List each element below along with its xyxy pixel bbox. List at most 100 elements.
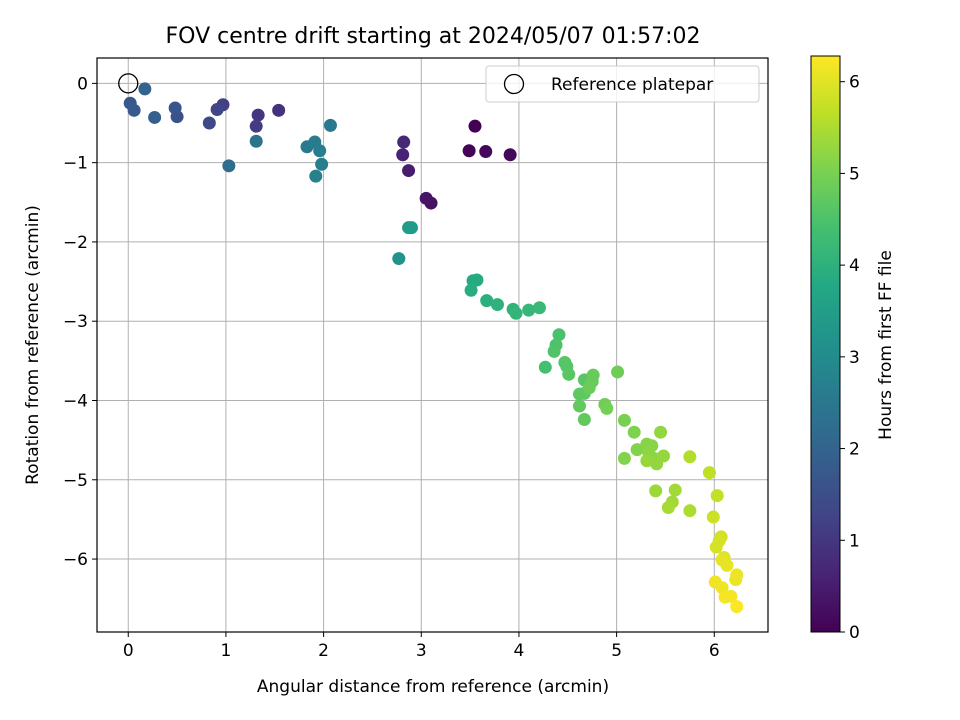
- colorbar-tick-label: 3: [849, 348, 860, 368]
- legend-marker-reference: [503, 73, 525, 95]
- data-point: [702, 466, 716, 480]
- y-tick-label: −4: [63, 391, 88, 411]
- data-point: [640, 454, 654, 468]
- data-point: [532, 301, 546, 315]
- legend: Reference platepar: [485, 65, 760, 103]
- grid-lines: [97, 58, 768, 632]
- data-point: [706, 510, 720, 524]
- data-point: [222, 159, 236, 173]
- y-axis-ticks: 0 −1 −2 −3 −4 −5 −6: [63, 74, 97, 570]
- colorbar-tick-label: 4: [849, 256, 860, 276]
- data-point: [392, 252, 406, 266]
- colorbar-label: Hours from first FF file: [876, 250, 896, 440]
- data-point: [397, 135, 411, 149]
- colorbar-tick-label: 0: [849, 623, 860, 643]
- x-tick-label: 1: [221, 641, 232, 661]
- data-point: [552, 328, 566, 342]
- data-point: [630, 443, 644, 457]
- y-axis-label: Rotation from reference (arcmin): [23, 205, 43, 485]
- x-tick-label: 6: [709, 641, 720, 661]
- x-tick-label: 2: [318, 641, 329, 661]
- colorbar-ticks: 0 1 2 3 4 5 6: [840, 73, 860, 643]
- reference-marker-group: [118, 73, 139, 94]
- data-point: [683, 450, 697, 464]
- data-point: [148, 110, 162, 124]
- data-point: [323, 118, 337, 132]
- data-point: [138, 82, 152, 96]
- x-tick-label: 0: [123, 641, 134, 661]
- data-point: [538, 360, 552, 374]
- legend-label-reference: Reference platepar: [551, 75, 713, 95]
- data-point: [649, 484, 663, 498]
- data-point: [251, 108, 265, 122]
- data-point: [396, 148, 410, 162]
- data-point: [402, 164, 416, 178]
- data-point: [572, 399, 586, 413]
- colorbar-tick-label: 5: [849, 164, 860, 184]
- data-point: [462, 144, 476, 158]
- y-tick-label: −2: [63, 233, 88, 253]
- data-point: [309, 169, 323, 183]
- reference-marker: [118, 73, 139, 94]
- data-point: [586, 368, 600, 382]
- data-point: [547, 344, 561, 358]
- data-point: [611, 365, 625, 379]
- data-point: [562, 367, 576, 381]
- data-point: [617, 451, 631, 465]
- data-point: [464, 283, 478, 297]
- data-point: [582, 381, 596, 395]
- data-point: [202, 116, 216, 130]
- x-tick-label: 5: [611, 641, 622, 661]
- data-point: [490, 298, 504, 312]
- data-point: [661, 501, 675, 515]
- data-point: [627, 425, 641, 439]
- data-point: [522, 303, 536, 317]
- data-point: [654, 425, 668, 439]
- colorbar-tick-label: 6: [849, 73, 860, 93]
- colorbar-gradient: [810, 55, 841, 633]
- x-axis-ticks: 0 1 2 3 4 5 6: [123, 632, 720, 661]
- colorbar: 0 1 2 3 4 5 6 Hours from first FF file: [810, 55, 896, 643]
- data-point: [479, 145, 493, 159]
- y-tick-label: −6: [63, 550, 88, 570]
- data-point: [709, 540, 723, 554]
- data-point: [720, 558, 734, 572]
- data-point: [509, 306, 523, 320]
- data-point: [729, 573, 743, 587]
- data-point: [315, 157, 329, 171]
- data-point: [405, 221, 419, 235]
- x-tick-label: 3: [416, 641, 427, 661]
- data-point: [468, 119, 482, 133]
- data-point: [470, 273, 484, 287]
- y-tick-label: 0: [77, 74, 88, 94]
- data-point: [210, 103, 224, 117]
- data-point: [710, 489, 724, 503]
- data-point: [656, 449, 670, 463]
- colorbar-tick-label: 1: [849, 531, 860, 551]
- data-point: [480, 294, 494, 308]
- data-point: [668, 483, 682, 497]
- scatter-points: [123, 82, 744, 614]
- data-point: [503, 148, 517, 162]
- data-point: [724, 589, 738, 603]
- chart-title: FOV centre drift starting at 2024/05/07 …: [166, 24, 701, 49]
- y-tick-label: −3: [63, 312, 88, 332]
- data-point: [249, 119, 263, 133]
- data-point: [617, 413, 631, 427]
- x-tick-label: 4: [514, 641, 525, 661]
- data-point: [419, 191, 433, 205]
- data-point: [730, 600, 744, 614]
- data-point: [168, 101, 182, 115]
- data-point: [127, 103, 141, 117]
- data-point: [577, 413, 591, 427]
- data-point: [249, 134, 263, 148]
- data-point: [272, 103, 286, 117]
- y-tick-label: −1: [63, 154, 88, 174]
- legend-box: [485, 65, 760, 103]
- data-point: [683, 504, 697, 518]
- colorbar-tick-label: 2: [849, 440, 860, 460]
- data-point: [313, 144, 327, 158]
- y-tick-label: −5: [63, 471, 88, 491]
- x-axis-label: Angular distance from reference (arcmin): [257, 677, 609, 697]
